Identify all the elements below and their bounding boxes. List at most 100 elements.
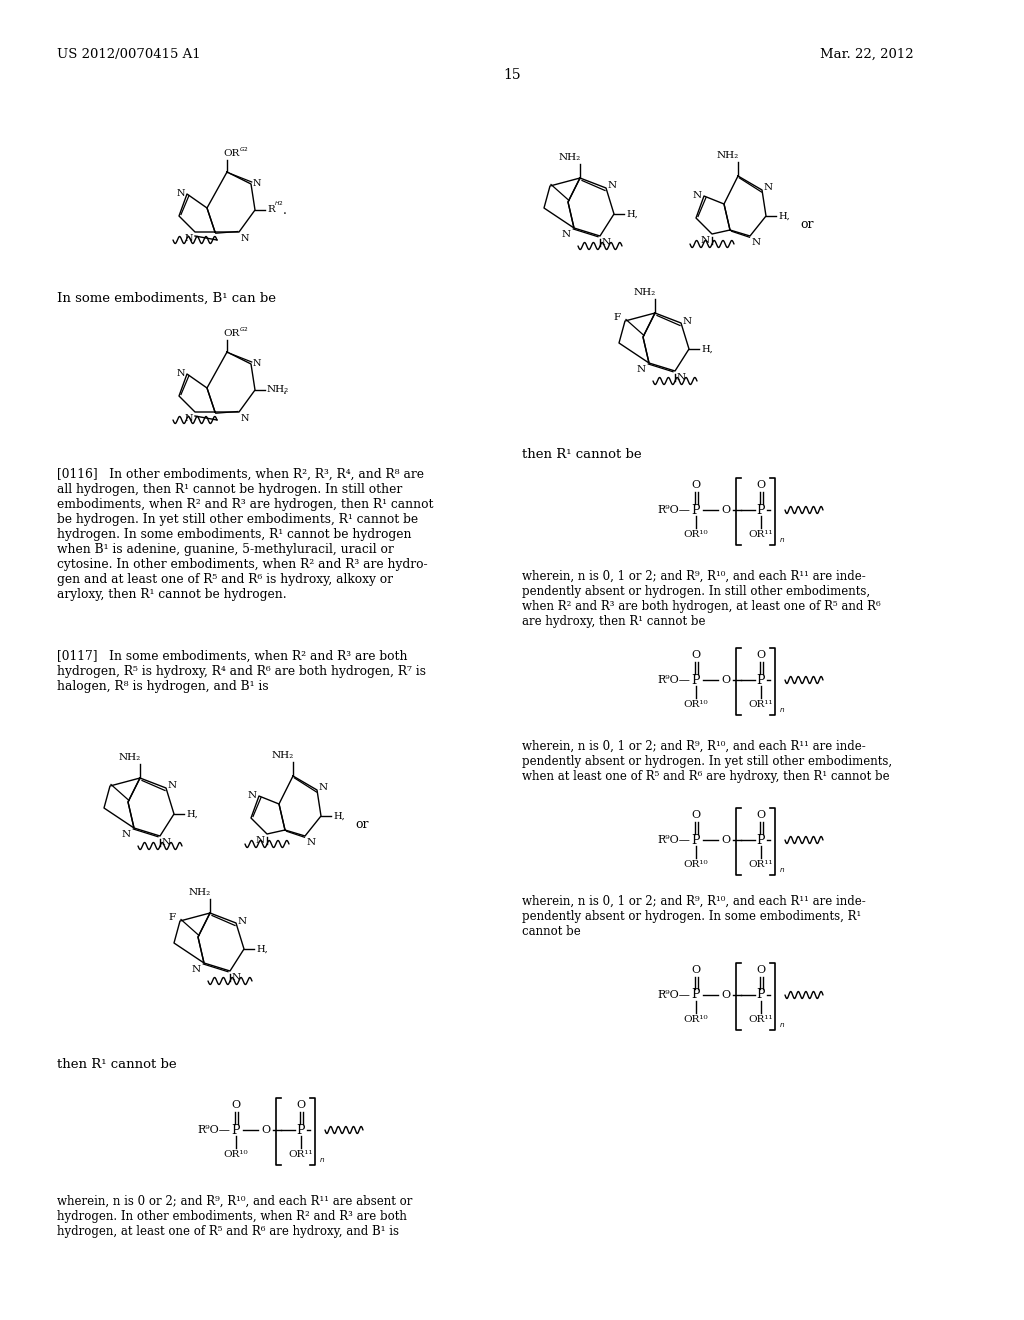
Text: then R¹ cannot be: then R¹ cannot be (57, 1059, 176, 1071)
Text: H,: H, (701, 345, 713, 354)
Text: N: N (184, 414, 193, 422)
Text: In some embodiments, B¹ can be: In some embodiments, B¹ can be (57, 292, 276, 305)
Text: F: F (613, 314, 621, 322)
Text: R⁹O—: R⁹O— (657, 675, 690, 685)
Text: P: P (297, 1123, 305, 1137)
Text: OR¹⁰: OR¹⁰ (684, 700, 709, 709)
Text: H,: H, (626, 210, 638, 219)
Text: O: O (691, 965, 700, 975)
Text: [0116]   In other embodiments, when R², R³, R⁴, and R⁸ are
all hydrogen, then R¹: [0116] In other embodiments, when R², R³… (57, 469, 433, 601)
Text: N: N (176, 190, 185, 198)
Text: O: O (757, 649, 766, 660)
Text: R⁹O—: R⁹O— (657, 836, 690, 845)
Text: wherein, n is 0, 1 or 2; and R⁹, R¹⁰, and each R¹¹ are inde-
pendently absent or: wherein, n is 0, 1 or 2; and R⁹, R¹⁰, an… (522, 895, 865, 939)
Text: O: O (757, 810, 766, 820)
Text: OR: OR (223, 329, 240, 338)
Text: N: N (752, 238, 761, 247)
Text: $^{H2}$: $^{H2}$ (274, 202, 284, 210)
Text: N: N (253, 359, 261, 368)
Text: OR¹⁰: OR¹⁰ (684, 861, 709, 869)
Text: OR¹¹: OR¹¹ (749, 531, 773, 539)
Text: O: O (722, 836, 730, 845)
Text: N: N (232, 973, 241, 982)
Text: 15: 15 (503, 69, 521, 82)
Text: Mar. 22, 2012: Mar. 22, 2012 (820, 48, 913, 61)
Text: N: N (677, 374, 686, 381)
Text: P: P (757, 989, 765, 1002)
Text: $_n$: $_n$ (317, 1156, 326, 1166)
Text: O: O (296, 1100, 305, 1110)
Text: N: N (319, 784, 328, 792)
Text: N: N (122, 830, 131, 840)
Text: P: P (692, 503, 700, 516)
Text: N: N (191, 965, 201, 974)
Text: N: N (256, 836, 265, 845)
Text: NH₂: NH₂ (188, 888, 211, 898)
Text: O: O (691, 649, 700, 660)
Text: $^{G2}$: $^{G2}$ (239, 327, 249, 337)
Text: P: P (692, 673, 700, 686)
Text: R⁹O—: R⁹O— (198, 1125, 230, 1135)
Text: $_n$: $_n$ (777, 1020, 785, 1030)
Text: $_n$: $_n$ (777, 866, 785, 875)
Text: or: or (800, 218, 813, 231)
Text: .: . (283, 205, 287, 218)
Text: OR¹⁰: OR¹⁰ (223, 1150, 248, 1159)
Text: P: P (757, 833, 765, 846)
Text: wherein, n is 0, 1 or 2; and R⁹, R¹⁰, and each R¹¹ are inde-
pendently absent or: wherein, n is 0, 1 or 2; and R⁹, R¹⁰, an… (522, 741, 892, 783)
Text: N: N (683, 317, 692, 326)
Text: N: N (253, 180, 261, 189)
Text: OR¹¹: OR¹¹ (749, 861, 773, 869)
Text: OR¹⁰: OR¹⁰ (684, 1015, 709, 1024)
Text: P: P (757, 673, 765, 686)
Text: N: N (241, 414, 250, 422)
Text: O: O (722, 506, 730, 515)
Text: N: N (608, 181, 617, 190)
Text: N: N (241, 234, 250, 243)
Text: NH₂: NH₂ (119, 752, 141, 762)
Text: OR¹¹: OR¹¹ (289, 1150, 313, 1159)
Text: NH₂: NH₂ (634, 288, 656, 297)
Text: P: P (757, 503, 765, 516)
Text: R⁹O—: R⁹O— (657, 506, 690, 515)
Text: [0117]   In some embodiments, when R² and R³ are both
hydrogen, R⁵ is hydroxy, R: [0117] In some embodiments, when R² and … (57, 649, 426, 693)
Text: F: F (169, 913, 176, 923)
Text: US 2012/0070415 A1: US 2012/0070415 A1 (57, 48, 201, 61)
Text: P: P (692, 989, 700, 1002)
Text: N: N (700, 236, 710, 246)
Text: O: O (757, 480, 766, 490)
Text: N: N (248, 792, 257, 800)
Text: NH₂: NH₂ (267, 384, 289, 393)
Text: N: N (238, 916, 247, 925)
Text: NH₂: NH₂ (717, 150, 739, 160)
Text: $_n$: $_n$ (777, 706, 785, 715)
Text: or: or (355, 818, 369, 832)
Text: N: N (764, 183, 773, 193)
Text: P: P (692, 833, 700, 846)
Text: P: P (231, 1123, 241, 1137)
Text: then R¹ cannot be: then R¹ cannot be (522, 447, 642, 461)
Text: OR: OR (223, 149, 240, 158)
Text: OR¹¹: OR¹¹ (749, 1015, 773, 1024)
Text: NH₂: NH₂ (559, 153, 582, 162)
Text: OR¹⁰: OR¹⁰ (684, 531, 709, 539)
Text: O: O (757, 965, 766, 975)
Text: R⁹O—: R⁹O— (657, 990, 690, 1001)
Text: N: N (693, 191, 702, 201)
Text: H,: H, (186, 809, 198, 818)
Text: O: O (231, 1100, 241, 1110)
Text: N: N (162, 838, 171, 847)
Text: O: O (261, 1125, 270, 1135)
Text: R: R (267, 205, 274, 214)
Text: O: O (722, 990, 730, 1001)
Text: O: O (722, 675, 730, 685)
Text: wherein, n is 0 or 2; and R⁹, R¹⁰, and each R¹¹ are absent or
hydrogen. In other: wherein, n is 0 or 2; and R⁹, R¹⁰, and e… (57, 1195, 413, 1238)
Text: N: N (637, 366, 646, 374)
Text: N: N (184, 234, 193, 243)
Text: H,: H, (333, 812, 345, 821)
Text: H,: H, (256, 945, 267, 953)
Text: wherein, n is 0, 1 or 2; and R⁹, R¹⁰, and each R¹¹ are inde-
pendently absent or: wherein, n is 0, 1 or 2; and R⁹, R¹⁰, an… (522, 570, 881, 628)
Text: H,: H, (778, 211, 790, 220)
Text: $_n$: $_n$ (777, 536, 785, 545)
Text: N: N (307, 838, 316, 847)
